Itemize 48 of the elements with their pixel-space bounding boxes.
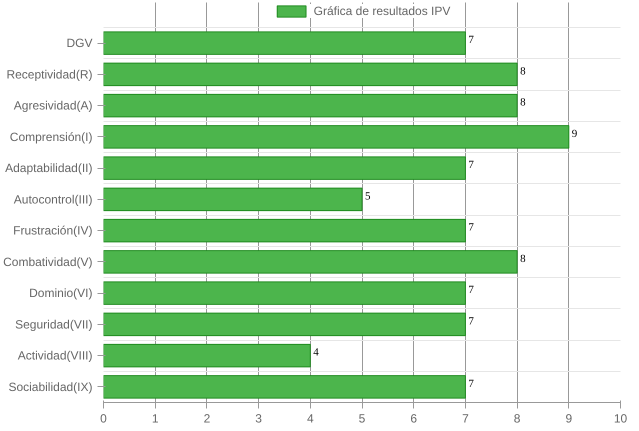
bar [104,344,311,368]
x-tick-label: 10 [614,412,628,426]
bar [104,188,362,212]
y-tick-label: Receptividad(R) [6,67,93,82]
y-tick-label: Sociabilidad(IX) [8,380,93,394]
bar [104,156,466,180]
bar [104,250,518,274]
y-tick-label: Autocontrol(III) [14,192,93,206]
legend-label: Gráfica de resultados IPV [314,4,450,18]
x-tick-label: 3 [255,412,262,426]
bar [104,281,466,305]
x-tick-label: 6 [410,412,418,426]
data-label: 4 [313,346,320,359]
bar [104,94,518,118]
bar [104,312,466,336]
data-label: 7 [468,222,474,234]
y-tick-label: Frustración(IV) [13,224,93,238]
data-label: 7 [468,378,474,390]
data-label: 7 [468,34,474,46]
x-tick-label: 4 [306,412,314,426]
data-label: 8 [520,252,526,265]
data-label: 5 [365,190,371,202]
y-tick-label: Agresividad(A) [14,98,93,113]
x-tick-label: 2 [204,412,211,426]
y-tick-label: Combatividad(V) [3,254,93,269]
y-tick-label: DGV [66,36,93,50]
bar [104,218,466,242]
x-tick-label: 1 [152,412,159,426]
y-tick-label: Comprensión(I) [10,130,93,144]
y-tick-label: Actividad(VIII) [18,348,93,363]
x-tick-label: 0 [100,412,108,426]
x-tick-label: 5 [358,412,366,426]
x-tick-label: 8 [514,412,521,426]
y-tick-label: Adaptabilidad(II) [5,161,93,176]
bar [104,375,466,399]
y-tick-label: Dominio(VI) [29,286,93,300]
data-label: 7 [468,315,474,328]
x-tick-label: 9 [565,412,572,426]
data-label: 9 [572,128,578,140]
data-label: 8 [520,96,526,109]
data-label: 7 [468,159,474,172]
x-tick-label: 7 [462,412,470,426]
y-tick-label: Seguridad(VII) [15,317,93,332]
bar [104,31,466,55]
data-label: 7 [468,284,474,296]
data-label: 8 [520,65,526,78]
bar [104,125,570,149]
bar [104,62,518,86]
